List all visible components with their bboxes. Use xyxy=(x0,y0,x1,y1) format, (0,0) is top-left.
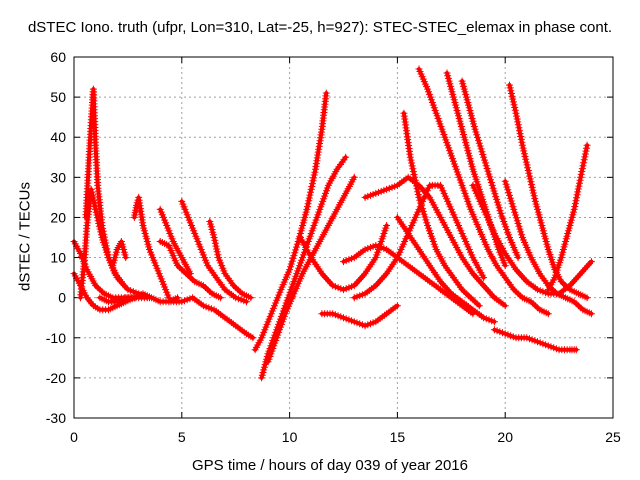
x-tick-label: 0 xyxy=(70,429,78,445)
series-markers xyxy=(340,242,477,318)
x-tick-label: 25 xyxy=(605,429,621,445)
series-trace xyxy=(109,238,130,270)
series-markers xyxy=(156,205,194,278)
y-tick-label: -20 xyxy=(46,370,66,386)
series-markers xyxy=(490,326,580,354)
series-trace xyxy=(156,205,194,278)
series-trace xyxy=(130,193,173,302)
series-markers xyxy=(361,173,509,310)
series-trace xyxy=(296,222,391,294)
axis-ticks: 0 5 10 15 20 25 -30 -20 -10 0 10 20 30 40 50 60 xyxy=(46,49,621,445)
series-trace xyxy=(340,242,477,318)
y-tick-label: 0 xyxy=(58,290,66,306)
series-line xyxy=(207,219,253,300)
series-trace xyxy=(544,141,591,294)
series-trace xyxy=(318,302,401,330)
x-tick-label: 5 xyxy=(178,429,186,445)
x-tick-label: 15 xyxy=(390,429,406,445)
series-markers xyxy=(167,294,257,342)
grid-lines xyxy=(74,57,613,418)
series-markers xyxy=(82,85,153,302)
y-tick-label: 50 xyxy=(50,89,66,105)
series-trace xyxy=(178,197,250,306)
x-tick-label: 10 xyxy=(282,429,298,445)
y-tick-label: 30 xyxy=(50,169,66,185)
y-tick-label: -10 xyxy=(46,330,66,346)
series-markers xyxy=(350,181,488,302)
y-tick-label: -30 xyxy=(46,410,66,426)
series-markers xyxy=(296,222,391,294)
x-axis-label: GPS time / hours of day 039 of year 2016 xyxy=(192,457,468,474)
series-markers xyxy=(415,65,552,318)
y-tick-label: 40 xyxy=(50,129,66,145)
series-trace xyxy=(96,290,181,306)
series-trace xyxy=(156,238,225,302)
data-marks xyxy=(70,65,595,382)
series-markers xyxy=(393,213,498,326)
series-trace xyxy=(82,85,153,302)
series-markers xyxy=(130,193,173,302)
series-trace xyxy=(350,181,488,302)
series-line xyxy=(169,295,255,340)
x-tick-label: 20 xyxy=(497,429,513,445)
series-markers xyxy=(251,89,330,354)
y-tick-label: 10 xyxy=(50,250,66,266)
series-trace xyxy=(167,294,257,342)
series-trace xyxy=(469,181,595,298)
series-trace xyxy=(361,173,509,310)
series-trace xyxy=(393,213,498,326)
series-trace xyxy=(490,326,580,354)
series-trace xyxy=(458,77,522,262)
y-tick-label: 60 xyxy=(50,49,66,65)
series-markers xyxy=(458,77,522,262)
y-axis-label: dSTEC / TECUs xyxy=(16,182,34,291)
series-markers xyxy=(318,302,401,330)
series-markers xyxy=(178,197,250,306)
series-trace xyxy=(415,65,552,318)
chart-title: dSTEC Iono. truth (ufpr, Lon=310, Lat=-2… xyxy=(27,19,613,36)
series-markers xyxy=(206,218,255,302)
series-trace xyxy=(506,81,591,302)
series-line xyxy=(83,87,152,300)
y-tick-label: 20 xyxy=(50,209,66,225)
series-markers xyxy=(156,238,225,302)
series-trace xyxy=(206,218,255,302)
series-line xyxy=(507,83,590,300)
series-markers xyxy=(469,181,595,298)
series-markers xyxy=(109,238,130,270)
series-trace xyxy=(264,173,358,366)
series-trace xyxy=(251,89,330,354)
plot-frame xyxy=(73,56,614,419)
series-markers xyxy=(544,141,591,294)
